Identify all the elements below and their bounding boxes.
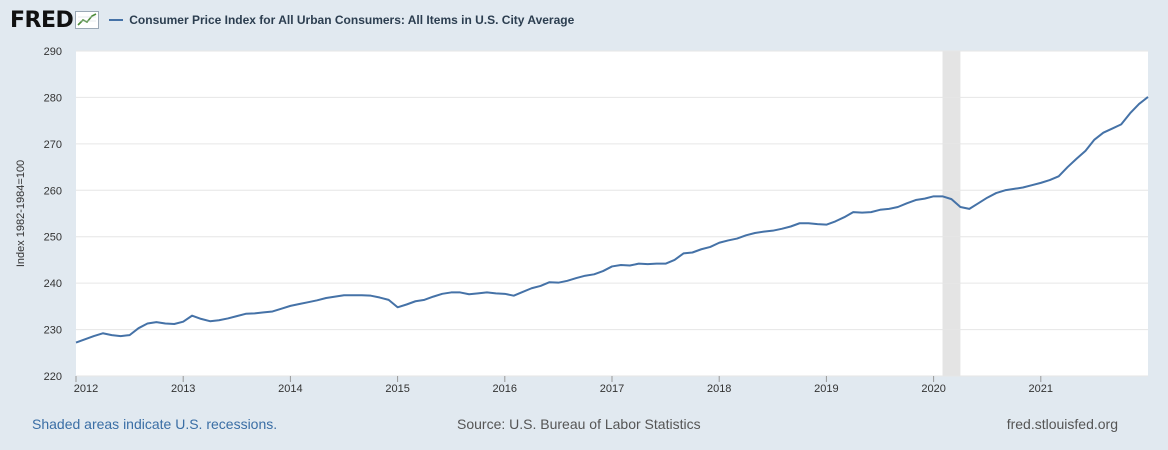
y-tick-label: 250 — [44, 232, 62, 244]
y-tick-label: 260 — [44, 185, 62, 197]
chart-legend[interactable]: Consumer Price Index for All Urban Consu… — [109, 13, 574, 27]
x-tick-label: 2019 — [814, 383, 838, 395]
y-tick-label: 290 — [44, 46, 62, 58]
fred-site-link[interactable]: fred.stlouisfed.org — [1006, 416, 1118, 432]
plot-area — [76, 51, 1148, 376]
recession-band — [942, 51, 961, 376]
recession-note-link[interactable]: Shaded areas indicate U.S. recessions. — [32, 416, 278, 432]
y-tick-label: 220 — [44, 371, 62, 383]
x-tick-label: 2016 — [493, 383, 517, 395]
trend-chart-icon — [75, 11, 100, 29]
chart-header: FRED Consumer Price Index for All Urban … — [10, 6, 574, 34]
x-tick-label: 2014 — [278, 383, 302, 395]
legend-line-swatch — [109, 19, 124, 21]
fred-logo-text: FRED — [10, 7, 74, 33]
x-tick-label: 2021 — [1029, 383, 1053, 395]
y-tick-label: 280 — [44, 92, 62, 104]
cpi-line-chart: 220 230 240 250 260 270 280 290 2012 2013 2014 2015… — [15, 46, 1149, 395]
x-tick-label: 2013 — [171, 383, 195, 395]
x-tick-label: 2018 — [707, 383, 731, 395]
y-tick-label: 230 — [44, 325, 62, 337]
y-tick-label: 240 — [44, 278, 62, 290]
y-axis-label: Index 1982-1984=100 — [15, 160, 27, 267]
fred-logo[interactable]: FRED — [10, 7, 100, 33]
source-note: Source: U.S. Bureau of Labor Statistics — [457, 416, 701, 432]
x-tick-label: 2015 — [385, 383, 409, 395]
legend-series-label: Consumer Price Index for All Urban Consu… — [129, 13, 575, 27]
cpi-series-line[interactable] — [75, 96, 1149, 344]
x-tick-label: 2020 — [921, 383, 945, 395]
y-tick-label: 270 — [44, 139, 62, 151]
x-tick-label: 2017 — [600, 383, 624, 395]
x-tick-label: 2012 — [74, 383, 98, 395]
